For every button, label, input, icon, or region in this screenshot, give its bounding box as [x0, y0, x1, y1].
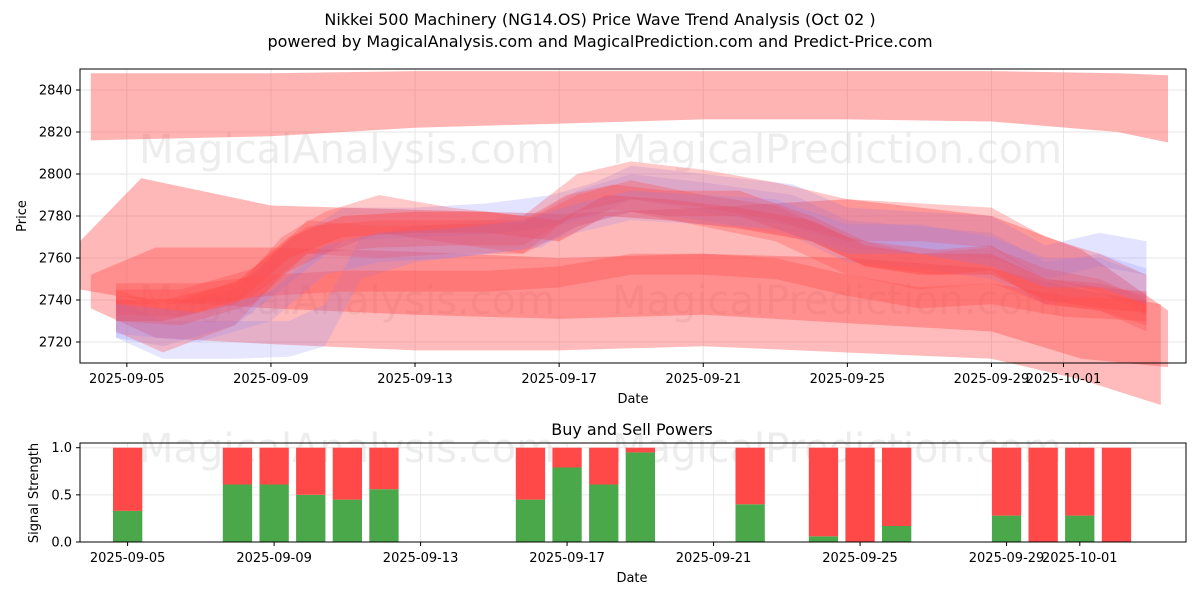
sell-bar [222, 447, 253, 485]
power-x-tick-label: 2025-10-01 [1042, 551, 1118, 566]
buy-bar [113, 510, 143, 542]
chart-title-line1: Nikkei 500 Machinery (NG14.OS) Price Wav… [324, 10, 875, 29]
power-y-tick-label: 0.0 [51, 536, 72, 551]
power-y-ticks: 0.0 0.5 1.0 [51, 441, 80, 551]
price-watermarks: MagicalAnalysis.com MagicalPrediction.co… [139, 127, 1062, 324]
buy-bar [882, 526, 912, 542]
price-y-tick-label: 2740 [39, 294, 72, 309]
price-grid [80, 69, 1186, 363]
power-x-ticks: 2025-09-05 2025-09-09 2025-09-13 2025-09-17… [90, 542, 1118, 566]
price-chart: MagicalAnalysis.com MagicalPrediction.co… [15, 68, 1187, 407]
sell-bar [1028, 447, 1058, 542]
power-x-tick-label: 2025-09-05 [90, 551, 166, 566]
price-x-tick-label: 2025-10-01 [1026, 372, 1102, 387]
watermark-analysis-mid: MagicalAnalysis.com [139, 278, 555, 324]
sell-bar [332, 447, 362, 500]
price-x-axis-label: Date [617, 392, 648, 407]
sell-bar [1101, 447, 1132, 542]
sell-bar [882, 447, 912, 526]
sell-bar [296, 447, 326, 495]
price-x-ticks: 2025-09-05 2025-09-09 2025-09-13 2025-09-17… [89, 363, 1101, 387]
wave-band-upper-wide-band [90, 71, 1168, 143]
wave-band-wave-2 [116, 174, 1147, 359]
price-y-tick-label: 2780 [39, 210, 72, 225]
watermark-prediction-mid: MagicalPrediction.com [612, 278, 1062, 324]
buy-bar [991, 515, 1022, 542]
sell-bar [991, 447, 1022, 516]
power-x-tick-label: 2025-09-25 [822, 551, 898, 566]
power-chart-title: Buy and Sell Powers [551, 420, 713, 439]
wave-band-mid-wide-band [80, 178, 1168, 368]
power-plot-frame [79, 442, 1187, 543]
wave-band-wave-1 [116, 165, 1147, 347]
chart-title-line2: powered by MagicalAnalysis.com and Magic… [267, 32, 932, 51]
wave-band-wave-5 [116, 184, 1147, 326]
sell-bar [808, 447, 839, 537]
sell-bar [1065, 447, 1095, 516]
wave-band-wave-7 [116, 195, 1147, 321]
power-y-tick-label: 0.5 [51, 488, 72, 503]
sell-bar [845, 447, 875, 542]
price-x-tick-label: 2025-09-21 [665, 372, 741, 387]
sell-bar [625, 447, 655, 453]
sell-bar [589, 447, 619, 485]
sell-bar [515, 447, 546, 500]
buy-bar [1065, 515, 1095, 542]
wave-band-low-wide-band [90, 247, 1161, 405]
price-x-tick-label: 2025-09-29 [954, 372, 1030, 387]
buy-bar [259, 484, 289, 542]
watermark-prediction-top: MagicalPrediction.com [612, 127, 1062, 173]
power-chart: Buy and Sell Powers MagicalAnalysis.com … [27, 420, 1187, 586]
power-x-tick-label: 2025-09-09 [236, 551, 312, 566]
power-y-tick-label: 1.0 [51, 441, 72, 456]
buy-bar [808, 536, 839, 542]
power-bars [113, 447, 1132, 542]
power-x-tick-label: 2025-09-21 [676, 551, 752, 566]
price-x-tick-label: 2025-09-17 [521, 372, 597, 387]
watermark-analysis-top: MagicalAnalysis.com [139, 127, 555, 173]
wave-band-wave-3 [116, 161, 1147, 353]
price-y-tick-label: 2840 [39, 84, 72, 99]
sell-bar [113, 447, 143, 511]
price-x-tick-label: 2025-09-09 [233, 372, 309, 387]
power-x-axis-label: Date [616, 571, 647, 586]
sell-bar [259, 447, 289, 485]
price-wave-bands [80, 71, 1168, 405]
sell-bar [552, 447, 582, 468]
price-y-tick-label: 2800 [39, 168, 72, 183]
price-y-tick-label: 2720 [39, 336, 72, 351]
power-x-tick-label: 2025-09-17 [529, 551, 605, 566]
price-y-tick-label: 2760 [39, 252, 72, 267]
sell-bar [369, 447, 399, 490]
price-y-axis-label: Price [15, 200, 30, 232]
buy-bar [552, 467, 582, 542]
price-y-tick-label: 2820 [39, 126, 72, 141]
power-x-tick-label: 2025-09-29 [969, 551, 1045, 566]
buy-bar [515, 499, 546, 542]
power-y-axis-label: Signal Strength [27, 443, 42, 543]
price-y-ticks: 2720 2740 2760 2780 2800 2820 2840 [39, 84, 80, 351]
price-x-tick-label: 2025-09-25 [810, 372, 886, 387]
buy-bar [369, 489, 399, 542]
wave-band-wave-4 [116, 180, 1147, 332]
buy-bar [735, 504, 765, 542]
buy-bar [222, 484, 253, 542]
sell-bar [735, 447, 765, 505]
buy-bar [625, 452, 655, 542]
buy-bar [332, 499, 362, 542]
wave-band-wave-6 [116, 253, 1147, 321]
price-x-tick-label: 2025-09-05 [89, 372, 165, 387]
price-x-tick-label: 2025-09-13 [377, 372, 453, 387]
wave-band-wave-8 [116, 190, 1147, 342]
buy-bar [589, 484, 619, 542]
power-x-tick-label: 2025-09-13 [383, 551, 459, 566]
buy-bar [296, 494, 326, 542]
